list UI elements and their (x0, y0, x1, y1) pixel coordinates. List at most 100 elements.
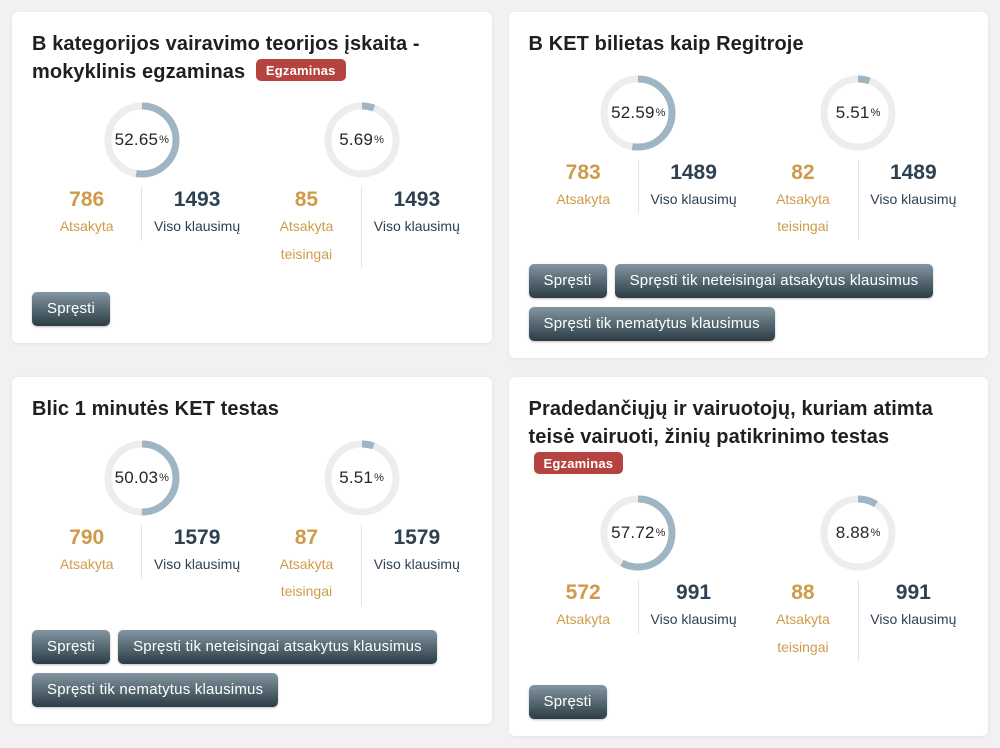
correct-label: Atsakyta teisingai (776, 611, 830, 655)
stats-section: 57.72% 572 Atsakyta 991 Viso klausimų 8.88… (529, 495, 969, 661)
test-card: B kategorijos vairavimo teorijos įskaita… (12, 12, 492, 343)
test-card: Pradedančiųjų ir vairuotojų, kuriam atim… (508, 377, 988, 736)
solve-button[interactable]: Spręsti (32, 629, 111, 664)
percent-sign: % (655, 106, 666, 119)
total-stat: 1579 Viso klausimų (362, 525, 471, 606)
correct-donut: 8.88% (820, 495, 896, 571)
answered-group: 52.65% 786 Atsakyta 1493 Viso klausimų (32, 102, 252, 268)
correct-stat: 88 Atsakyta teisingai (748, 580, 857, 661)
answered-donut: 52.65% (104, 102, 180, 178)
total-value: 991 (676, 581, 712, 605)
total-label: Viso klausimų (154, 556, 241, 573)
answered-group: 52.59% 783 Atsakyta 1489 Viso klausimų (529, 75, 749, 241)
total-stat: 1493 Viso klausimų (142, 187, 251, 240)
test-title: Blic 1 minutės KET testas (32, 396, 472, 424)
correct-value: 87 (294, 525, 319, 549)
solve-button[interactable]: Spręsti (528, 264, 607, 299)
exam-badge: Egzaminas (255, 58, 346, 81)
answered-value: 572 (565, 581, 601, 605)
donut-chart-icon (600, 495, 676, 571)
percent-sign: % (374, 471, 385, 484)
correct-group: 8.88% 88 Atsakyta teisingai 991 Viso klaus… (748, 495, 968, 661)
donut-percent: 5.51% (339, 467, 385, 487)
stats-section: 50.03% 790 Atsakyta 1579 Viso klausimų 5.5… (32, 440, 472, 606)
stat-row: 88 Atsakyta teisingai 991 Viso klausimų (748, 580, 968, 661)
answered-group: 50.03% 790 Atsakyta 1579 Viso klausimų (32, 440, 252, 606)
solve-wrong-answers-button[interactable]: Spręsti tik neteisingai atsakytus klausi… (614, 264, 934, 299)
answered-label: Atsakyta (59, 218, 114, 235)
answered-value: 783 (565, 160, 601, 184)
answered-stat: 783 Atsakyta (529, 160, 638, 213)
answered-stat: 790 Atsakyta (32, 525, 141, 578)
donut-chart-icon (324, 440, 400, 516)
test-title-text: Blic 1 minutės KET testas (32, 398, 280, 421)
stat-divider (857, 580, 859, 661)
answered-stat: 786 Atsakyta (32, 187, 141, 240)
correct-value: 82 (791, 160, 815, 184)
donut-percent: 52.59% (611, 102, 666, 122)
solve-button[interactable]: Spręsti (528, 684, 607, 719)
total-label: Viso klausimų (870, 611, 957, 628)
stat-row: 87 Atsakyta teisingai 1579 Viso klausimų (252, 524, 472, 606)
total-stat: 991 Viso klausimų (859, 580, 968, 661)
exam-badge: Egzaminas (533, 451, 624, 474)
total-stat: 1493 Viso klausimų (362, 187, 471, 268)
answered-stat: 572 Atsakyta (529, 580, 638, 633)
total-value: 991 (895, 581, 931, 605)
button-row: Spręsti Spręsti tik neteisingai atsakytu… (32, 629, 472, 707)
stat-divider (141, 187, 143, 241)
answered-donut: 57.72% (600, 495, 676, 571)
answered-group: 57.72% 572 Atsakyta 991 Viso klausimų (529, 495, 749, 661)
solve-unseen-button[interactable]: Spręsti tik nematytus klausimus (528, 307, 775, 342)
test-card: B KET bilietas kaip Regitroje 52.59% 783… (508, 12, 988, 359)
total-label: Viso klausimų (373, 218, 460, 235)
total-value: 1489 (670, 160, 717, 184)
test-title: Pradedančiųjų ir vairuotojų, kuriam atim… (529, 396, 969, 479)
donut-chart-icon (104, 102, 180, 178)
total-stat: 991 Viso klausimų (639, 580, 748, 633)
solve-button[interactable]: Spręsti (32, 291, 111, 326)
stat-divider (637, 580, 639, 634)
correct-donut: 5.69% (324, 102, 400, 178)
donut-percent: 50.03% (114, 467, 170, 487)
button-row: Spręsti Spręsti tik neteisingai atsakytu… (528, 264, 969, 342)
answered-value: 790 (69, 525, 105, 549)
stat-row: 82 Atsakyta teisingai 1489 Viso klausimų (748, 159, 968, 241)
test-title-text: Pradedančiųjų ir vairuotojų, kuriam atim… (528, 398, 933, 448)
correct-group: 5.69% 85 Atsakyta teisingai 1493 Viso klau… (252, 102, 472, 268)
correct-value: 85 (294, 188, 319, 212)
percent-sign: % (655, 527, 666, 540)
answered-value: 786 (69, 188, 105, 212)
correct-label: Atsakyta teisingai (279, 556, 334, 600)
stats-section: 52.59% 783 Atsakyta 1489 Viso klausimų 5.5… (529, 75, 969, 241)
correct-label: Atsakyta teisingai (776, 190, 830, 235)
correct-label: Atsakyta teisingai (279, 218, 334, 262)
total-label: Viso klausimų (373, 556, 460, 573)
stat-row: 786 Atsakyta 1493 Viso klausimų (32, 187, 252, 241)
solve-unseen-button[interactable]: Spręsti tik nematytus klausimus (32, 672, 279, 707)
answered-label: Atsakyta (556, 190, 611, 207)
total-label: Viso klausimų (870, 190, 957, 207)
stat-row: 783 Atsakyta 1489 Viso klausimų (529, 159, 749, 214)
donut-percent: 57.72% (611, 523, 666, 543)
total-label: Viso klausimų (154, 218, 241, 235)
correct-group: 5.51% 87 Atsakyta teisingai 1579 Viso klau… (252, 440, 472, 606)
total-value: 1493 (393, 188, 441, 212)
solve-wrong-answers-button[interactable]: Spręsti tik neteisingai atsakytus klausi… (118, 629, 437, 664)
stat-divider (857, 159, 859, 241)
button-row: Spręsti (32, 291, 472, 326)
percent-sign: % (159, 134, 170, 147)
donut-percent: 8.88% (835, 523, 881, 543)
stat-row: 790 Atsakyta 1579 Viso klausimų (32, 524, 252, 579)
total-label: Viso klausimų (650, 190, 737, 207)
donut-chart-icon (820, 495, 896, 571)
test-title-text: B kategorijos vairavimo teorijos įskaita… (32, 33, 420, 83)
test-title-text: B KET bilietas kaip Regitroje (528, 33, 804, 55)
stat-divider (361, 187, 363, 268)
total-value: 1579 (393, 525, 441, 549)
stat-divider (637, 159, 639, 214)
correct-group: 5.51% 82 Atsakyta teisingai 1489 Viso klau… (748, 75, 968, 241)
test-card: Blic 1 minutės KET testas 50.03% 790 Atsa… (12, 377, 492, 724)
total-stat: 1489 Viso klausimų (859, 160, 968, 241)
